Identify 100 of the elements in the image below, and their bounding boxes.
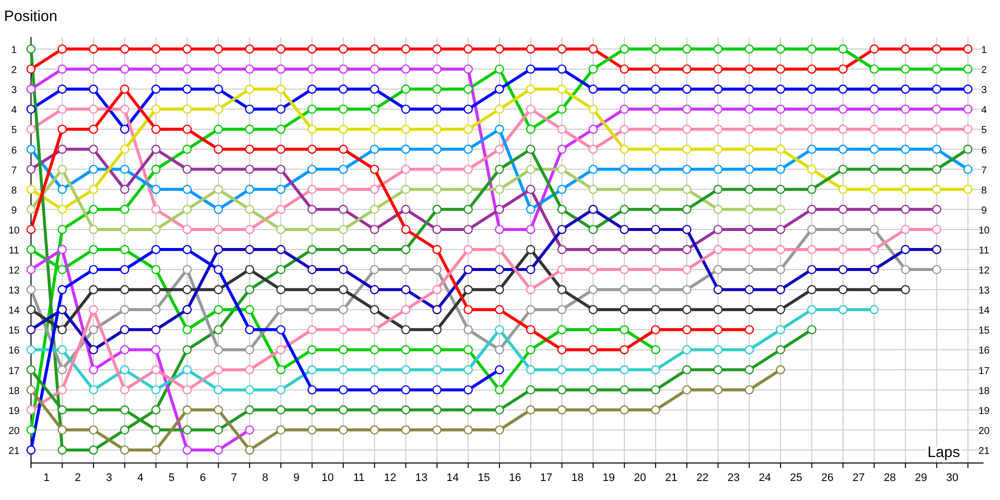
x-tick-label: 25 <box>790 472 802 484</box>
point <box>120 365 130 374</box>
x-tick-label: 14 <box>446 472 459 484</box>
point <box>464 44 473 54</box>
point <box>776 204 786 214</box>
point <box>526 144 536 154</box>
point <box>932 124 942 134</box>
point <box>900 264 910 274</box>
y2-tick-label: 21 <box>978 446 990 457</box>
point <box>557 124 567 134</box>
point <box>713 264 723 274</box>
point <box>900 244 910 254</box>
y-tick-label: 13 <box>8 286 20 297</box>
point <box>900 44 910 54</box>
y2-tick-label: 7 <box>981 165 988 176</box>
point <box>401 405 410 414</box>
point <box>307 405 317 414</box>
point <box>401 305 410 314</box>
point <box>26 445 36 455</box>
point <box>776 144 786 154</box>
point <box>651 124 660 134</box>
point <box>214 365 223 374</box>
y-tick-label: 12 <box>8 266 20 277</box>
point <box>276 284 286 294</box>
point <box>588 244 598 254</box>
point <box>401 84 410 94</box>
point <box>58 405 67 414</box>
point <box>182 204 192 214</box>
point <box>88 325 98 334</box>
point <box>338 224 348 234</box>
point <box>120 345 130 354</box>
point <box>651 244 660 254</box>
x-tick-label: 13 <box>415 472 428 484</box>
point <box>245 84 254 94</box>
point <box>370 305 380 314</box>
y-axis-title: Position <box>4 8 58 25</box>
point <box>526 64 536 74</box>
point <box>214 144 223 154</box>
point <box>464 184 473 194</box>
point <box>526 305 536 314</box>
point <box>900 124 910 134</box>
point <box>870 164 879 174</box>
point <box>651 104 660 114</box>
point <box>370 284 380 294</box>
point <box>682 264 692 274</box>
point <box>26 64 36 74</box>
point <box>588 365 598 374</box>
point <box>494 44 504 54</box>
point <box>88 405 98 414</box>
point <box>620 204 629 214</box>
point <box>182 224 192 234</box>
x-tick-label: 24 <box>758 472 772 484</box>
point <box>151 204 161 214</box>
point <box>682 385 692 394</box>
point <box>88 144 98 154</box>
point <box>88 224 98 234</box>
point <box>26 144 36 154</box>
point <box>464 124 473 134</box>
y2-tick-label: 13 <box>978 286 990 297</box>
point <box>557 365 567 374</box>
point <box>370 365 380 374</box>
point <box>338 104 348 114</box>
point <box>682 124 692 134</box>
point <box>620 44 629 54</box>
point <box>214 264 223 274</box>
point <box>620 365 629 374</box>
point <box>151 164 161 174</box>
point <box>182 264 192 274</box>
y-tick-label: 17 <box>8 366 20 377</box>
point <box>932 84 942 94</box>
point <box>338 305 348 314</box>
point <box>494 84 504 94</box>
point <box>588 405 598 414</box>
point <box>338 405 348 414</box>
point <box>338 64 348 74</box>
point <box>401 104 410 114</box>
point <box>494 425 504 435</box>
point <box>744 345 754 354</box>
point <box>620 325 629 334</box>
point <box>682 44 692 54</box>
point <box>338 385 348 394</box>
x-tick-label: 18 <box>571 472 584 484</box>
point <box>807 164 816 174</box>
point <box>432 345 442 354</box>
point <box>120 425 130 435</box>
point <box>620 264 629 274</box>
point <box>151 425 161 435</box>
point <box>307 184 317 194</box>
point <box>307 64 317 74</box>
point <box>588 164 598 174</box>
point <box>464 224 473 234</box>
point <box>182 325 192 334</box>
point <box>276 345 286 354</box>
point <box>776 184 786 194</box>
point <box>807 84 816 94</box>
point <box>214 425 223 435</box>
point <box>370 405 380 414</box>
point <box>870 264 879 274</box>
point <box>276 64 286 74</box>
point <box>245 64 254 74</box>
